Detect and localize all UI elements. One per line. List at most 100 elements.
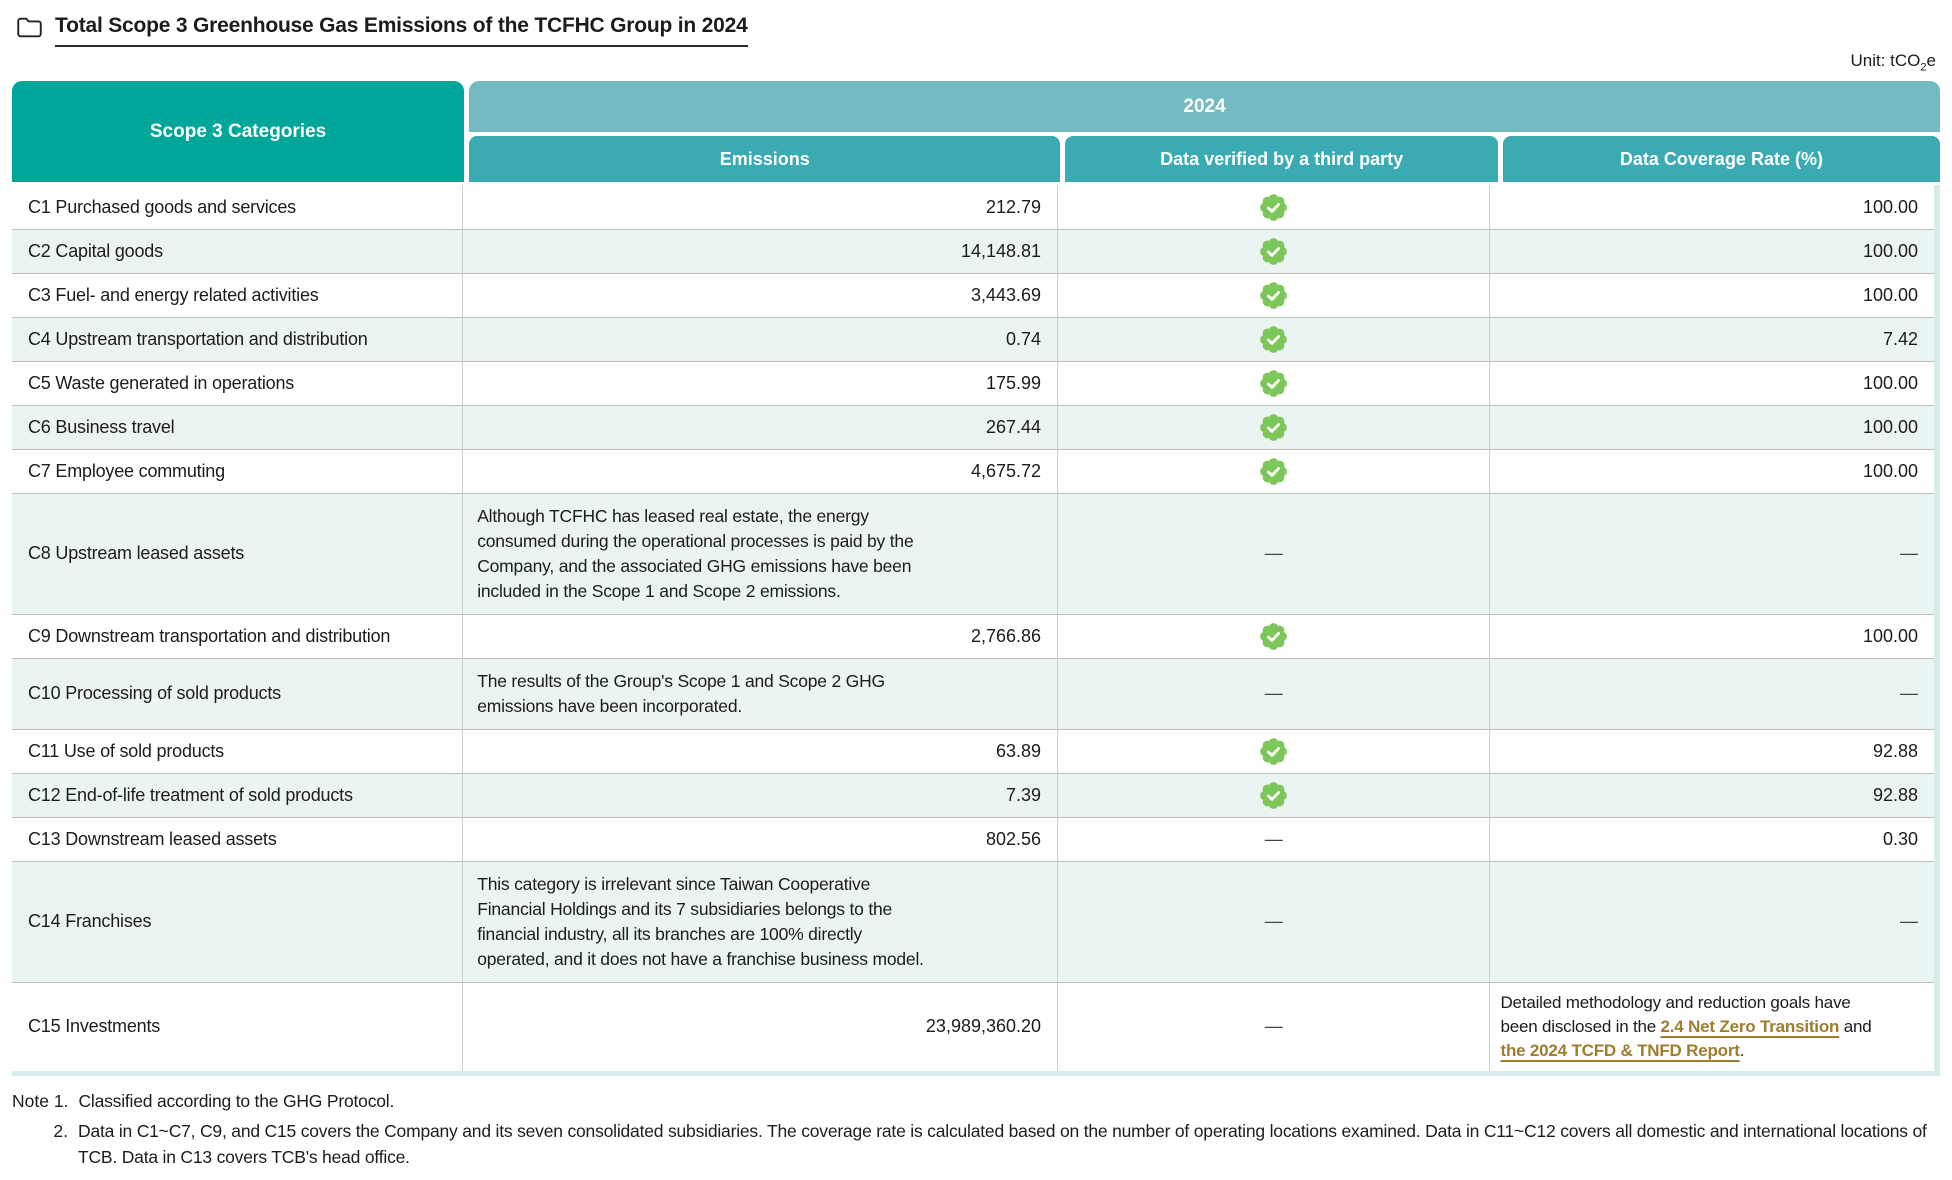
category-cell: C9 Downstream transportation and distrib… (12, 614, 463, 658)
verified-cell (1058, 449, 1490, 493)
title-row: Total Scope 3 Greenhouse Gas Emissions o… (16, 14, 1940, 47)
coverage-cell: 7.42 (1490, 317, 1934, 361)
emissions-cell: 267.44 (463, 405, 1058, 449)
verified-badge-icon (1260, 326, 1287, 353)
verified-cell: — (1058, 658, 1490, 729)
table-row: C10 Processing of sold productsThe resul… (12, 658, 1934, 729)
year-header-group: 2024 Emissions Data verified by a third … (469, 81, 1940, 182)
category-cell: C1 Purchased goods and services (12, 185, 463, 229)
verified-badge-icon (1260, 458, 1287, 485)
coverage-cell: 100.00 (1490, 361, 1934, 405)
not-applicable-dash: — (1265, 829, 1283, 849)
coverage-cell: — (1490, 861, 1934, 982)
emissions-cell: 0.74 (463, 317, 1058, 361)
category-cell: C14 Franchises (12, 861, 463, 982)
category-cell: C8 Upstream leased assets (12, 493, 463, 614)
category-cell: C12 End-of-life treatment of sold produc… (12, 773, 463, 817)
verified-cell: — (1058, 817, 1490, 861)
coverage-header-cell: Data Coverage Rate (%) (1503, 136, 1940, 182)
emissions-cell: Although TCFHC has leased real estate, t… (463, 493, 1058, 614)
verified-badge-icon (1260, 282, 1287, 309)
note-label: Note 1. (12, 1088, 78, 1114)
scope3-table: Scope 3 Categories 2024 Emissions Data v… (12, 81, 1940, 1076)
category-cell: C2 Capital goods (12, 229, 463, 273)
verified-cell: — (1058, 861, 1490, 982)
category-cell: C6 Business travel (12, 405, 463, 449)
note-label: 2. (12, 1118, 78, 1170)
coverage-cell: 100.00 (1490, 449, 1934, 493)
verified-cell (1058, 185, 1490, 229)
coverage-cell: 100.00 (1490, 405, 1934, 449)
category-cell: C5 Waste generated in operations (12, 361, 463, 405)
emissions-cell: 2,766.86 (463, 614, 1058, 658)
verified-badge-icon (1260, 370, 1287, 397)
verified-badge-icon (1260, 194, 1287, 221)
category-cell: C13 Downstream leased assets (12, 817, 463, 861)
emissions-cell: 175.99 (463, 361, 1058, 405)
verified-cell (1058, 729, 1490, 773)
table-row: C5 Waste generated in operations175.99 10… (12, 361, 1934, 405)
coverage-cell: 100.00 (1490, 185, 1934, 229)
table-row: C7 Employee commuting4,675.72100.00 (12, 449, 1934, 493)
emissions-cell: 802.56 (463, 817, 1058, 861)
table-row: C1 Purchased goods and services212.79 100… (12, 185, 1934, 229)
emissions-cell: This category is irrelevant since Taiwan… (463, 861, 1058, 982)
verified-cell (1058, 773, 1490, 817)
not-applicable-dash: — (1900, 683, 1918, 703)
verified-cell: — (1058, 982, 1490, 1071)
net-zero-transition-link[interactable]: 2.4 Net Zero Transition (1661, 1017, 1840, 1036)
verified-cell (1058, 405, 1490, 449)
coverage-cell: 0.30 (1490, 817, 1934, 861)
verified-badge-icon (1260, 414, 1287, 441)
verified-cell (1058, 317, 1490, 361)
subheader-row: Emissions Data verified by a third party… (469, 136, 1940, 182)
emissions-header-cell: Emissions (469, 136, 1060, 182)
verified-header-cell: Data verified by a third party (1065, 136, 1497, 182)
coverage-cell: 100.00 (1490, 614, 1934, 658)
verified-badge-icon (1260, 782, 1287, 809)
verified-badge-icon (1260, 623, 1287, 650)
table-body-wrap: C1 Purchased goods and services212.79 100… (12, 185, 1940, 1076)
note-text: Data in C1~C7, C9, and C15 covers the Co… (78, 1118, 1940, 1170)
emissions-cell: 212.79 (463, 185, 1058, 229)
coverage-cell: 100.00 (1490, 273, 1934, 317)
emissions-cell: 63.89 (463, 729, 1058, 773)
coverage-cell: 92.88 (1490, 773, 1934, 817)
category-cell: C7 Employee commuting (12, 449, 463, 493)
not-applicable-dash: — (1265, 911, 1283, 931)
emissions-cell: 23,989,360.20 (463, 982, 1058, 1071)
coverage-cell: Detailed methodology and reduction goals… (1490, 982, 1934, 1071)
table-row: C8 Upstream leased assetsAlthough TCFHC … (12, 493, 1934, 614)
table-row: C6 Business travel267.44 100.00 (12, 405, 1934, 449)
emissions-table-body: C1 Purchased goods and services212.79 100… (12, 185, 1934, 1071)
verified-badge-icon (1260, 738, 1287, 765)
coverage-cell: 92.88 (1490, 729, 1934, 773)
note-row: 2.Data in C1~C7, C9, and C15 covers the … (12, 1118, 1940, 1170)
notes-section: Note 1.Classified according to the GHG P… (12, 1088, 1940, 1170)
category-cell: C15 Investments (12, 982, 463, 1071)
category-cell: C10 Processing of sold products (12, 658, 463, 729)
emissions-cell: The results of the Group's Scope 1 and S… (463, 658, 1058, 729)
table-row: C13 Downstream leased assets802.56 — 0.30 (12, 817, 1934, 861)
table-row: C3 Fuel- and energy related activities3,… (12, 273, 1934, 317)
verified-cell (1058, 229, 1490, 273)
verified-cell (1058, 361, 1490, 405)
table-row: C15 Investments23,989,360.20 — Detailed me… (12, 982, 1934, 1071)
table-row: C11 Use of sold products63.8992.88 (12, 729, 1934, 773)
emissions-cell: 7.39 (463, 773, 1058, 817)
report-page: Total Scope 3 Greenhouse Gas Emissions o… (0, 0, 1952, 1170)
table-row: C2 Capital goods14,148.81100.00 (12, 229, 1934, 273)
category-cell: C3 Fuel- and energy related activities (12, 273, 463, 317)
emissions-cell: 3,443.69 (463, 273, 1058, 317)
not-applicable-dash: — (1265, 543, 1283, 563)
category-cell: C4 Upstream transportation and distribut… (12, 317, 463, 361)
table-row: C9 Downstream transportation and distrib… (12, 614, 1934, 658)
table-header: Scope 3 Categories 2024 Emissions Data v… (12, 81, 1940, 182)
verified-cell (1058, 273, 1490, 317)
not-applicable-dash: — (1265, 1016, 1283, 1036)
table-row: C12 End-of-life treatment of sold produc… (12, 773, 1934, 817)
coverage-cell: — (1490, 493, 1934, 614)
not-applicable-dash: — (1265, 683, 1283, 703)
tcfd-tnfd-report-link[interactable]: the 2024 TCFD & TNFD Report (1500, 1041, 1739, 1060)
folder-icon (16, 14, 43, 44)
